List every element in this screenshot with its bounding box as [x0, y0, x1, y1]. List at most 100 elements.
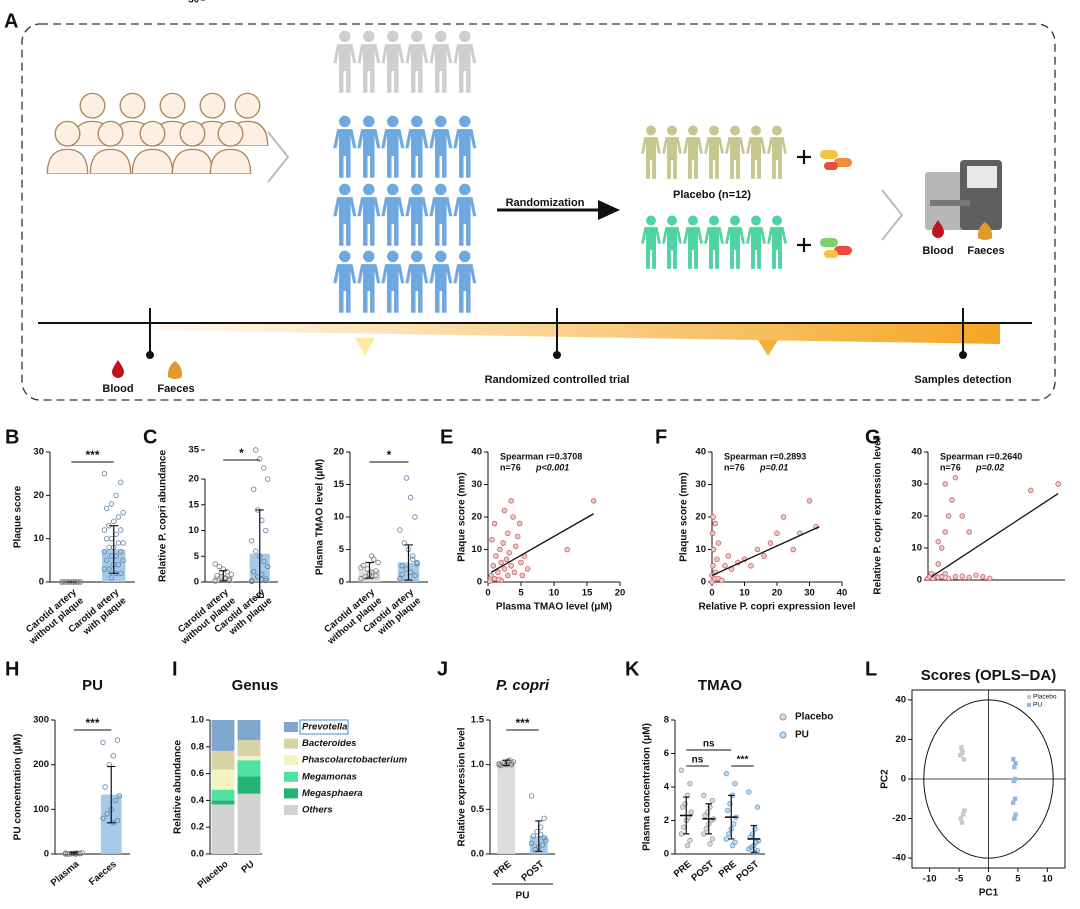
data-point [1012, 816, 1017, 821]
data-point [712, 520, 718, 527]
panel-letter: J [437, 658, 448, 680]
error-bar [728, 794, 735, 840]
data-point [228, 571, 234, 577]
data-point [973, 572, 979, 578]
data-point [959, 820, 965, 825]
y-tick-label: 2 [664, 815, 669, 826]
data-point [679, 804, 686, 810]
x-tick-label: Faeces [87, 859, 119, 888]
fit-line [490, 513, 594, 573]
data-point [412, 514, 418, 520]
timeline-ticks [149, 308, 964, 355]
data-point [966, 574, 972, 581]
person-icon [641, 125, 661, 179]
data-point [681, 824, 687, 830]
y-tick-label: 30 [695, 479, 706, 490]
legend-swatch [284, 771, 298, 782]
data-point [61, 579, 67, 585]
data-point [399, 563, 405, 569]
marker [758, 340, 778, 356]
data-point [725, 553, 731, 559]
marker [355, 338, 375, 356]
y-tick-label: 0.4 [191, 795, 205, 806]
confidence-ellipse [923, 699, 1054, 859]
y-tick-label: 0 [339, 577, 344, 588]
y-tick-label: 30 [188, 0, 199, 6]
data-point [1011, 757, 1016, 762]
data-point [952, 574, 959, 580]
bar-segment [211, 804, 235, 854]
person-icon [725, 125, 745, 179]
data-point [942, 529, 948, 535]
person-icon [453, 183, 477, 246]
bar-segment [237, 756, 261, 761]
chart-title: PU [82, 677, 103, 694]
data-point [564, 546, 570, 553]
data-point [358, 576, 364, 582]
person-icon [381, 250, 405, 313]
data-point [980, 574, 986, 580]
data-point [959, 751, 965, 756]
error-bar [109, 525, 119, 574]
data-point [104, 811, 110, 817]
timepoint [146, 351, 154, 359]
bar-segment [211, 800, 235, 805]
significance-label: *** [515, 716, 529, 730]
x-tick-label: 5 [1015, 874, 1021, 885]
legend-marker [779, 713, 787, 721]
y-tick-label: 0 [194, 577, 199, 588]
y-tick-label: 0 [39, 577, 44, 588]
data-point [687, 780, 693, 787]
data-point [253, 447, 259, 453]
y-tick-label: 20 [333, 447, 344, 458]
sample-label: Faeces [967, 245, 1004, 257]
fit-line [711, 526, 820, 577]
panel-letter: L [865, 658, 877, 680]
data-point [257, 456, 263, 462]
data-point [410, 556, 416, 562]
data-point [512, 543, 519, 549]
annotation: p=0.02 [975, 462, 1004, 472]
x-tick-label: POST [734, 859, 761, 884]
panel-letter: G [865, 426, 881, 448]
data-point [104, 505, 110, 512]
error-bar [705, 803, 712, 835]
error-bar [683, 796, 690, 835]
y-axis-label: Plaque score (mm) [457, 472, 468, 561]
error-bar [502, 759, 510, 767]
legend-highlight [299, 719, 349, 735]
legend-swatch [284, 738, 298, 749]
bar-segment [211, 750, 235, 770]
data-point [371, 556, 377, 562]
data-point [506, 549, 512, 556]
data-point [263, 527, 269, 534]
person-icon [357, 183, 381, 246]
data-point [774, 530, 780, 536]
data-point [748, 562, 754, 569]
y-tick-label: 0.6 [191, 768, 204, 779]
data-point [493, 553, 499, 559]
data-point [118, 527, 124, 533]
legend-label: Megasphaera [302, 788, 363, 799]
significance-label: * [239, 446, 244, 460]
data-point [104, 535, 110, 542]
data-point [251, 569, 257, 575]
y-tick-label: 8 [664, 715, 669, 726]
blood-icon [932, 220, 944, 238]
person-icon [683, 215, 703, 269]
data-point [120, 509, 126, 516]
data-point [767, 540, 774, 546]
data-point [488, 572, 495, 579]
data-point [261, 465, 267, 471]
y-tick-label: 10 [695, 544, 706, 555]
data-point [516, 520, 523, 527]
panel-letter: H [5, 658, 19, 680]
data-point [362, 574, 368, 580]
legend-marker [779, 731, 787, 739]
data-point [701, 831, 707, 837]
y-tick-label: 10 [33, 533, 44, 544]
data-point [702, 812, 708, 819]
y-tick-label: 0.0 [471, 849, 484, 860]
comparison-label: *** [737, 755, 749, 766]
data-point [101, 566, 108, 572]
